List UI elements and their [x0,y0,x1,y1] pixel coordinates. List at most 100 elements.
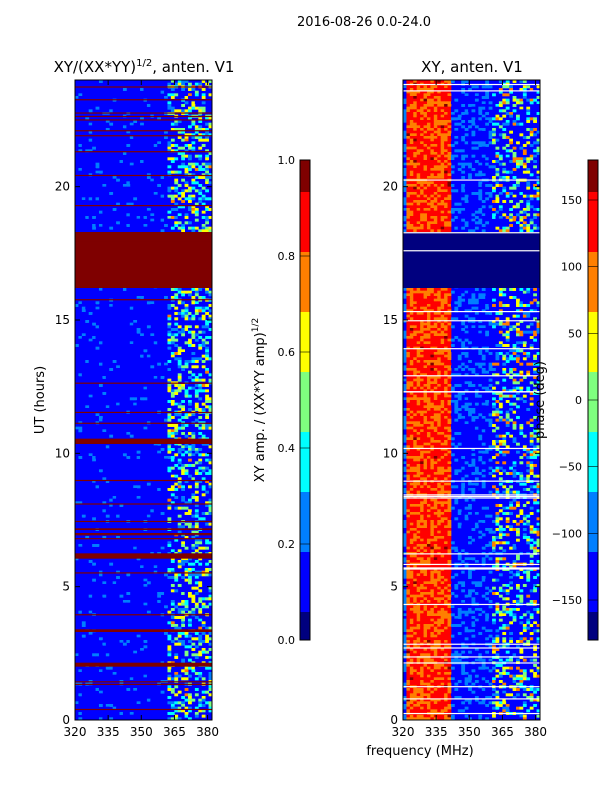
heatmap-cell [150,376,155,379]
heatmap-cell [88,328,93,331]
heatmap-cell [78,165,83,169]
heatmap-cell [177,402,182,406]
heatmap-cell [78,573,83,577]
heatmap-cell [85,338,90,342]
heatmap-cell [191,344,196,347]
heatmap-cell [112,584,117,587]
heatmap-cell [167,650,172,654]
heatmap-cell [188,624,192,627]
heatmap-cell [191,288,196,291]
heatmap-cell [519,88,524,91]
heatmap-cell [136,336,141,339]
heatmap-cell [98,480,103,483]
heatmap-cell [188,125,192,129]
heatmap-cell [157,426,162,430]
heatmap-cell [95,506,100,510]
heatmap-cell [143,709,148,713]
heatmap-cell [406,96,411,99]
heatmap-cell [133,701,138,705]
heatmap-cell [140,698,144,702]
heatmap-cell [423,157,428,161]
colorbar-segment [300,292,310,297]
heatmap-cell [181,464,185,467]
heatmap-cell [184,413,189,417]
heatmap-cell [150,546,155,550]
heatmap-cell [468,96,472,99]
heatmap-cell [167,106,172,110]
heatmap-cell [188,696,192,699]
heatmap-cell [136,517,141,521]
heatmap-cell [191,669,196,673]
heatmap-cell [81,442,86,446]
heatmap-cell [177,362,182,366]
heatmap-cell [105,469,110,473]
heatmap-cell [184,448,189,451]
heatmap-cell [153,104,158,107]
heatmap-cell [205,181,209,185]
heatmap-cell [129,634,134,638]
heatmap-cell [146,186,151,190]
heatmap-cell [174,642,179,646]
heatmap-cell [492,133,496,137]
heatmap-cell [447,162,452,166]
heatmap-cell [177,216,182,219]
heatmap-cell [420,90,424,94]
heatmap-cell [526,109,531,113]
heatmap-cell [119,565,124,569]
heatmap-cell [98,341,103,345]
heatmap-cell [164,157,168,161]
heatmap-cell [174,189,179,193]
heatmap-cell [194,653,199,657]
heatmap-cell [426,90,431,94]
heatmap-cell [129,501,134,505]
heatmap-cell [153,544,158,547]
heatmap-cell [167,189,172,193]
heatmap-cell [146,189,151,193]
heatmap-cell [167,685,172,689]
heatmap-cell [98,309,103,313]
heatmap-cell [146,325,151,329]
heatmap-cell [109,312,114,315]
heatmap-cell [194,656,199,659]
heatmap-cell [109,445,114,449]
heatmap-cell [205,208,209,211]
heatmap-cell [174,122,179,126]
heatmap-cell [150,125,155,129]
heatmap-cell [526,168,531,171]
heatmap-cell [105,120,110,123]
x-tick-label: 350 [130,725,153,739]
heatmap-cell [95,197,100,201]
heatmap-cell [167,341,172,345]
heatmap-cell [157,317,162,321]
heatmap-cell [184,394,189,398]
colorbar-segment [300,424,310,429]
heatmap-cell [416,88,421,91]
heatmap-cell [102,490,107,494]
heatmap-cell [403,173,407,177]
heatmap-cell [150,200,155,203]
heatmap-cell [102,176,107,179]
heatmap-cell [157,309,162,313]
heatmap-cell [153,221,158,225]
heatmap-cell [116,178,120,182]
heatmap-cell [143,600,148,603]
heatmap-cell [174,208,179,211]
heatmap-cell [116,642,120,646]
heatmap-cell [126,176,131,179]
heatmap-cell [170,170,175,174]
heatmap-cell [81,370,86,374]
heatmap-cell [112,568,117,571]
heatmap-cell [433,88,438,91]
heatmap-cell [198,432,203,435]
heatmap-cell [109,384,114,387]
heatmap-cell [208,80,212,83]
heatmap-cell [205,341,209,345]
heatmap-cell [201,698,206,702]
heatmap-cell [126,672,131,675]
heatmap-cell [146,104,151,107]
heatmap-cell [119,685,124,689]
heatmap-cell [88,413,93,417]
heatmap-cell [170,712,175,715]
heatmap-cell [136,189,141,193]
heatmap-cell [75,138,79,142]
